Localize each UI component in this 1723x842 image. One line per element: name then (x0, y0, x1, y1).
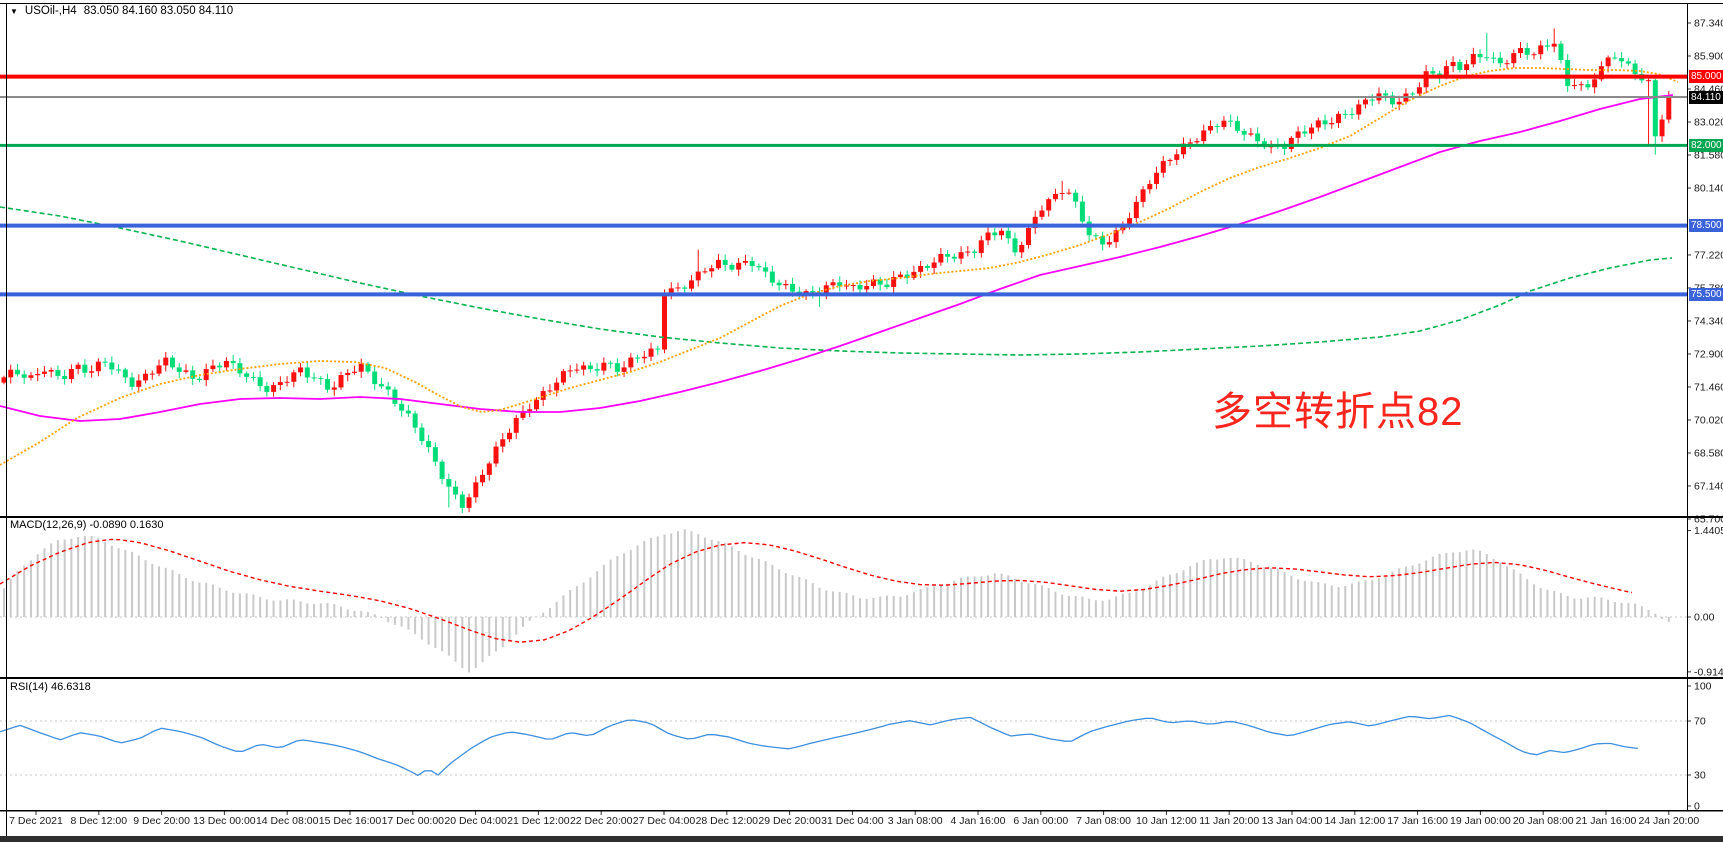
svg-text:80.140: 80.140 (1694, 183, 1723, 195)
svg-text:1.4405: 1.4405 (1694, 525, 1723, 537)
window-frame (0, 3, 1723, 836)
price-level-lines[interactable] (0, 74, 1687, 297)
svg-text:67.140: 67.140 (1694, 480, 1723, 492)
svg-text:27 Dec 04:00: 27 Dec 04:00 (633, 815, 696, 827)
svg-text:13 Jan 04:00: 13 Jan 04:00 (1262, 815, 1323, 827)
time-axis[interactable]: 7 Dec 2021 8 Dec 12:00 9 Dec 20:00 13 Dec 0… (9, 811, 1699, 827)
svg-text:28 Dec 12:00: 28 Dec 12:00 (696, 815, 759, 827)
svg-text:17 Jan 16:00: 17 Jan 16:00 (1387, 815, 1448, 827)
svg-text:30: 30 (1694, 770, 1706, 782)
svg-text:87.340: 87.340 (1694, 18, 1723, 30)
svg-text:14 Jan 12:00: 14 Jan 12:00 (1324, 815, 1385, 827)
svg-text:6 Jan 00:00: 6 Jan 00:00 (1013, 815, 1068, 827)
price-level-label: 82.000 (1689, 138, 1723, 152)
svg-text:70: 70 (1694, 716, 1706, 728)
svg-text:65.700: 65.700 (1694, 513, 1723, 525)
price-level-label: 85.000 (1689, 70, 1723, 84)
svg-text:-0.9144: -0.9144 (1694, 666, 1723, 678)
ma-fast-orange-line (0, 67, 1679, 466)
svg-text:68.580: 68.580 (1694, 447, 1723, 459)
svg-text:74.340: 74.340 (1694, 315, 1723, 327)
symbol-dropdown-icon[interactable]: ▼ (10, 6, 18, 16)
rsi-panel[interactable]: 100 70 30 0 (0, 681, 1712, 813)
svg-text:19 Jan 00:00: 19 Jan 00:00 (1450, 815, 1511, 827)
svg-text:9 Dec 20:00: 9 Dec 20:00 (133, 815, 190, 827)
svg-text:21 Jan 16:00: 21 Jan 16:00 (1576, 815, 1637, 827)
svg-text:13 Dec 00:00: 13 Dec 00:00 (193, 815, 256, 827)
svg-text:81.580: 81.580 (1694, 150, 1723, 162)
svg-text:70.020: 70.020 (1694, 414, 1723, 426)
price-level-label: 78.500 (1689, 219, 1723, 233)
svg-text:4 Jan 16:00: 4 Jan 16:00 (951, 815, 1006, 827)
svg-text:29 Dec 20:00: 29 Dec 20:00 (758, 815, 821, 827)
symbol-period-label: USOil-,H4 (24, 5, 77, 17)
svg-text:24 Jan 20:00: 24 Jan 20:00 (1638, 815, 1699, 827)
svg-text:8 Dec 12:00: 8 Dec 12:00 (70, 815, 127, 827)
svg-text:15 Dec 16:00: 15 Dec 16:00 (319, 815, 382, 827)
price-level-label: 75.500 (1689, 287, 1723, 301)
ma-mid-magenta-line (0, 94, 1674, 422)
svg-text:7 Jan 08:00: 7 Jan 08:00 (1076, 815, 1131, 827)
svg-text:3 Jan 08:00: 3 Jan 08:00 (888, 815, 943, 827)
price-level-label: 84.110 (1689, 90, 1723, 104)
svg-text:31 Dec 04:00: 31 Dec 04:00 (821, 815, 884, 827)
ohlc-readout: 83.050 84.160 83.050 84.110 (83, 5, 234, 17)
svg-text:77.220: 77.220 (1694, 249, 1723, 261)
price-axis[interactable]: 87.34085.90084.46083.02081.58080.14077.2… (1687, 18, 1723, 526)
svg-text:100: 100 (1694, 681, 1712, 693)
svg-text:71.460: 71.460 (1694, 381, 1723, 393)
chart-title-bar: ▼ USOil-,H4 83.050 84.160 83.050 84.110 (10, 5, 233, 17)
svg-text:7 Dec 2021: 7 Dec 2021 (9, 815, 63, 827)
svg-text:11 Jan 20:00: 11 Jan 20:00 (1199, 815, 1259, 827)
svg-text:21 Dec 12:00: 21 Dec 12:00 (507, 815, 570, 827)
svg-text:0: 0 (1694, 801, 1700, 813)
macd-panel[interactable]: 1.4405 0.00 -0.9144 (0, 525, 1723, 678)
svg-text:20 Dec 04:00: 20 Dec 04:00 (444, 815, 507, 827)
rsi-indicator-label: RSI(14) 46.6318 (10, 681, 91, 693)
candles-layer[interactable] (1, 28, 1672, 514)
svg-text:85.900: 85.900 (1694, 51, 1723, 63)
macd-indicator-label: MACD(12,26,9) -0.0890 0.1630 (10, 519, 164, 531)
svg-text:20 Jan 08:00: 20 Jan 08:00 (1513, 815, 1574, 827)
svg-text:83.020: 83.020 (1694, 117, 1723, 129)
svg-text:10 Jan 12:00: 10 Jan 12:00 (1136, 815, 1197, 827)
window-bottom-edge (0, 836, 1723, 842)
svg-text:72.900: 72.900 (1694, 348, 1723, 360)
svg-text:14 Dec 08:00: 14 Dec 08:00 (256, 815, 319, 827)
svg-text:0.00: 0.00 (1694, 612, 1715, 624)
chart-annotation-text: 多空转折点82 (1212, 390, 1464, 434)
svg-text:22 Dec 20:00: 22 Dec 20:00 (570, 815, 633, 827)
ma-slow-green-line (0, 206, 1673, 356)
svg-text:17 Dec 00:00: 17 Dec 00:00 (382, 815, 445, 827)
